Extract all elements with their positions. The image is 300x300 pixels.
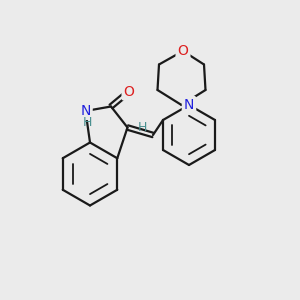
Text: H: H (138, 121, 147, 134)
Text: N: N (184, 98, 194, 112)
Text: O: O (124, 85, 134, 98)
Text: H: H (82, 116, 92, 129)
Text: O: O (178, 44, 188, 58)
Text: N: N (80, 104, 91, 118)
